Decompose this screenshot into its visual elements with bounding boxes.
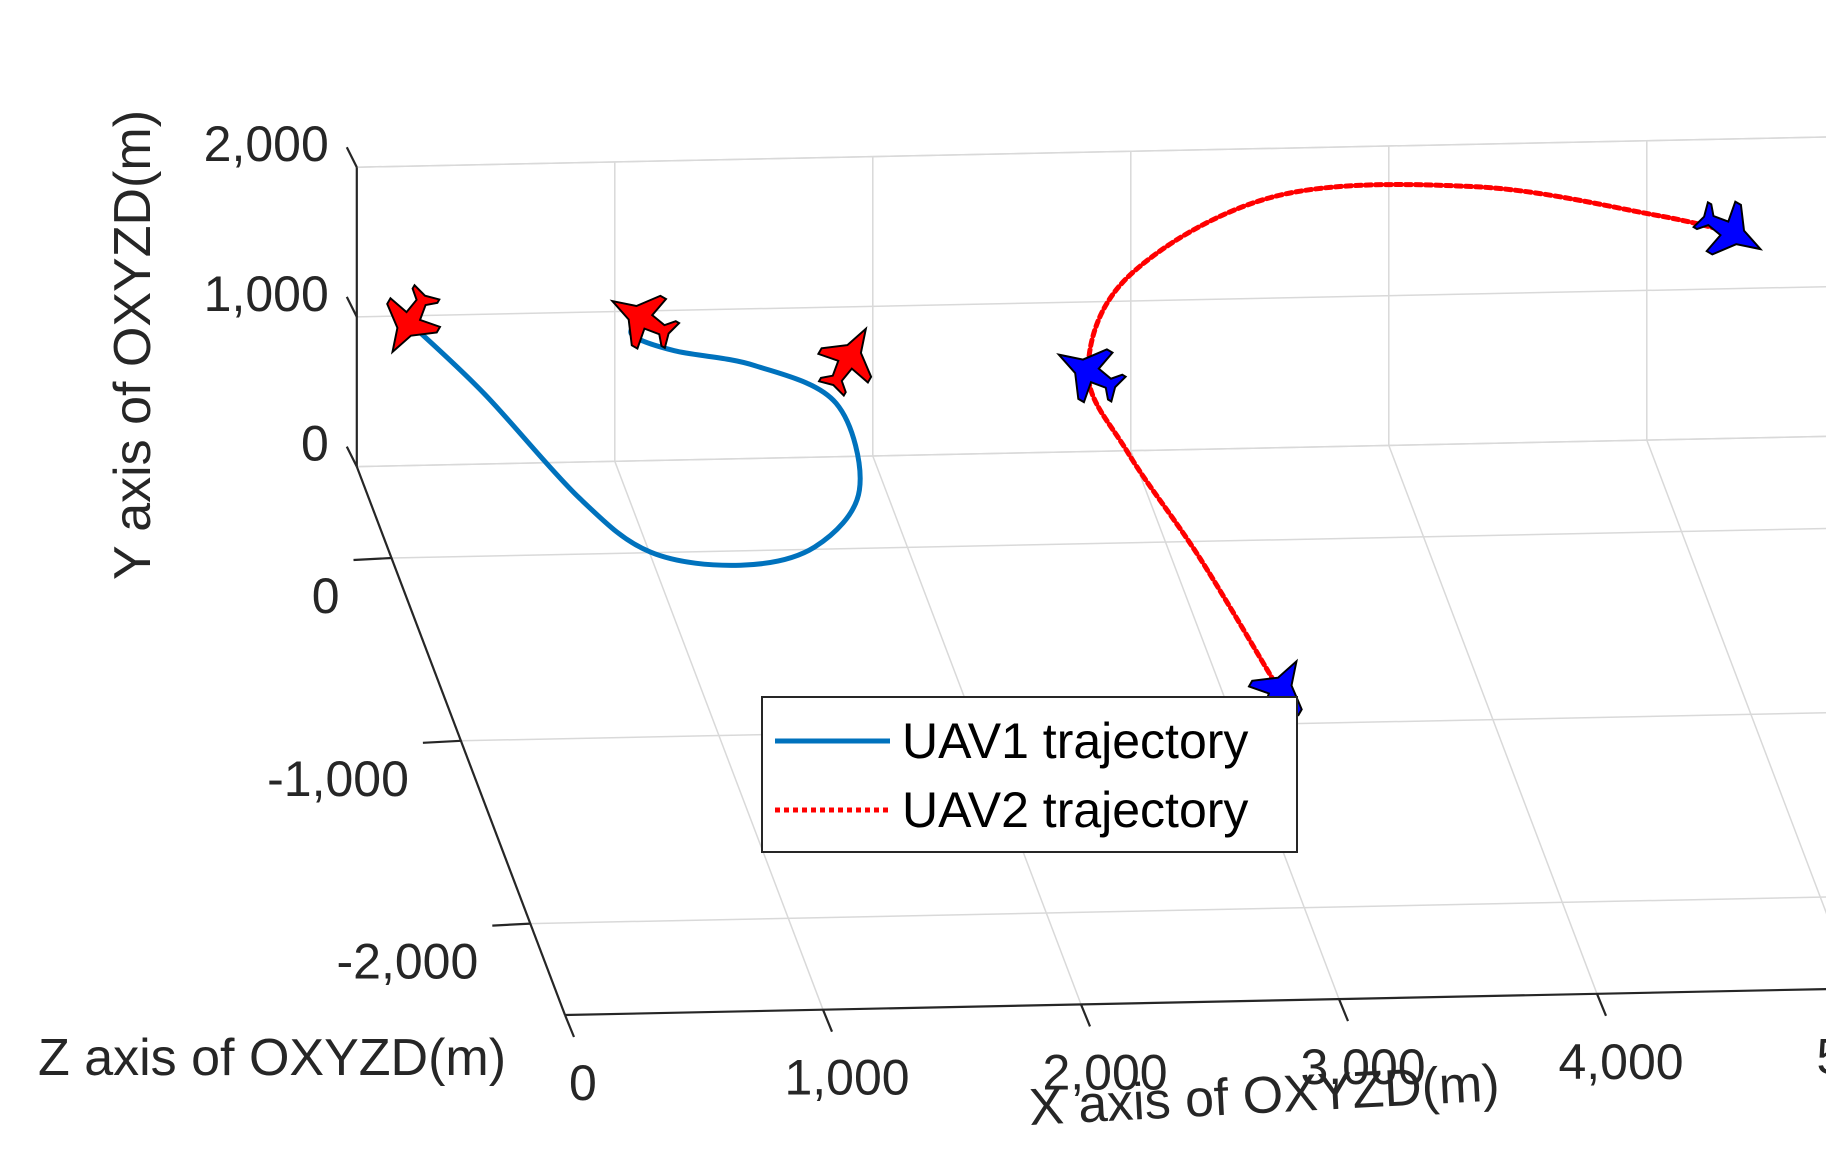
x-tick-label: 2,000 [1042,1044,1167,1100]
series-layer [386,182,1764,730]
legend: UAV1 trajectory UAV2 trajectory [761,696,1298,853]
grid-line [356,285,1826,318]
x-tick-label: 3,000 [1300,1039,1425,1095]
y-tick-label: 2,000 [204,116,329,172]
y-axis-label: Y axis of OXYZD(m) [104,110,162,580]
legend-label-uav1: UAV1 trajectory [902,713,1248,769]
aircraft-marker-uav1 [816,326,873,398]
z-tick-label: 0 [312,568,340,624]
z-tick-label: -1,000 [267,751,409,807]
grid-line [356,136,1826,168]
legend-label-uav2: UAV2 trajectory [902,782,1248,838]
series-line-uav2 [1085,182,1734,694]
grid-line [391,527,1826,559]
aircraft-marker-uav1 [609,294,681,351]
z-tick-mark [353,556,392,562]
x-tick-label: 5,000 [1816,1029,1826,1085]
x-axis-line [564,987,1826,1017]
y-tick-mark [345,446,358,468]
y-tick-mark [345,146,358,168]
aircraft-marker-uav2 [1691,200,1764,256]
x-tick-mark [821,1009,834,1033]
aircraft-marker-uav2 [1056,348,1128,404]
y-tick-label: 0 [301,416,329,472]
legend-box [761,696,1298,853]
axis-layer [345,146,1826,1038]
tick-labels: 01,0002,0003,0004,0005,0006,0000-1,000-2… [204,116,1826,1111]
z-tick-mark [492,922,531,927]
grid-line [356,435,1826,468]
x-tick-mark [563,1014,576,1038]
y-tick-label: 1,000 [204,266,329,322]
z-tick-mark [422,739,461,744]
x-tick-mark [1079,1003,1092,1027]
x-tick-label: 0 [569,1055,597,1111]
z-axis-label: Z axis of OXYZD(m) [38,1029,506,1087]
aircraft-marker-uav1 [386,283,442,355]
x-tick-mark [1595,993,1608,1017]
grid-layer [356,136,1826,1016]
series-line-uav1 [406,315,863,568]
grid-line [530,896,1826,925]
z-tick-label: -2,000 [337,934,479,990]
y-tick-mark [345,296,358,318]
x-tick-label: 1,000 [784,1050,909,1106]
x-tick-label: 4,000 [1558,1034,1683,1090]
x-tick-mark [1337,998,1350,1022]
